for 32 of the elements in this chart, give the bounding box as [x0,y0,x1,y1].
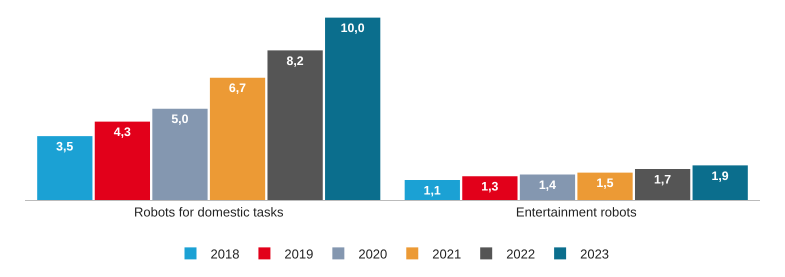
data-label: 1,9 [712,168,729,183]
data-label: 1,1 [424,183,441,198]
bar [152,108,208,200]
data-label: 3,5 [56,140,74,154]
bar [634,168,690,200]
legend-label: 2021 [432,246,462,262]
data-label: 10,0 [340,21,365,36]
data-label: 8,2 [286,54,304,68]
data-label: 4,3 [114,124,131,139]
legend-label: 2020 [358,246,388,262]
data-label: 6,7 [228,81,246,96]
data-label: 1,5 [596,176,614,190]
legend-label: 2023 [580,246,610,262]
bar [37,136,92,200]
bar [210,78,266,200]
legend-label: 2022 [506,246,536,262]
legend-label: 2019 [284,246,314,262]
bar [462,176,518,200]
bar [692,165,748,200]
data-label: 1,4 [538,178,556,192]
data-label: 1,3 [481,180,498,194]
bar [267,50,323,200]
bar [404,180,460,200]
bar [577,172,633,200]
bar [94,122,150,200]
bar [520,174,576,200]
legend-label: 2018 [210,246,240,262]
x-tick-label: Robots for domestic tasks [134,204,284,220]
data-label: 1,7 [654,172,672,186]
x-tick-label: Entertainment robots [516,204,638,220]
bar [325,18,380,200]
data-label: 5,0 [171,112,189,126]
